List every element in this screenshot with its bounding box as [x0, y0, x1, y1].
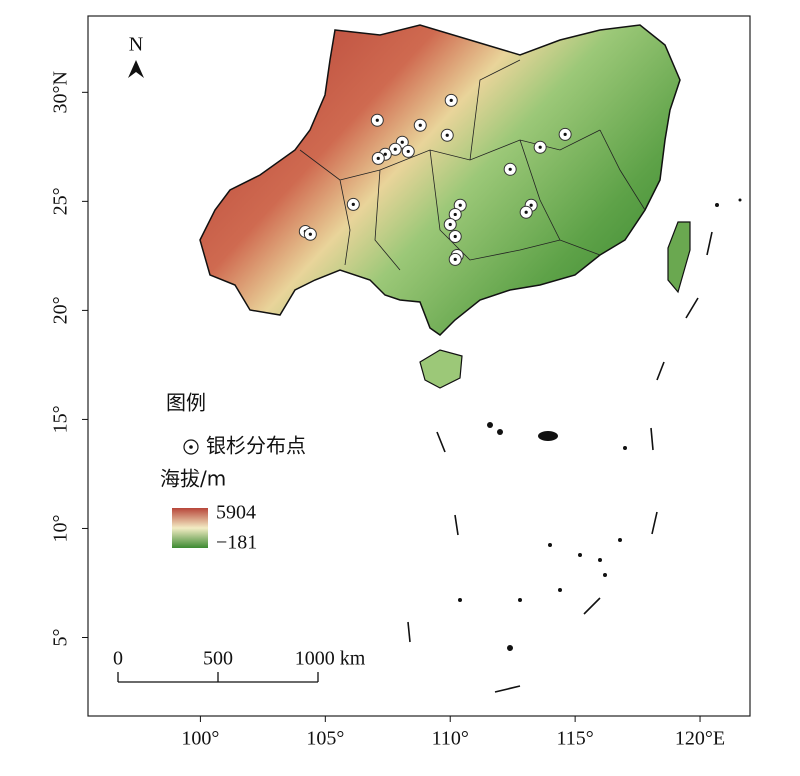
legend-point-label: 银杉分布点	[206, 434, 306, 458]
scale-bar	[117, 672, 319, 683]
x-tick-label: 115°	[556, 728, 593, 750]
x-tick-label: 120°E	[675, 728, 725, 750]
distribution-point-center	[445, 133, 449, 137]
distribution-point-center	[406, 149, 410, 154]
distribution-point-center	[449, 98, 453, 102]
distribution-point-center	[563, 132, 567, 137]
distribution-point-center	[376, 156, 380, 160]
point-layer	[298, 93, 572, 266]
distribution-point-center	[453, 257, 457, 261]
distribution-point-center	[508, 167, 512, 171]
distribution-point-center	[453, 212, 457, 217]
y-tick-label: 5°	[50, 628, 72, 646]
taiwan	[667, 221, 691, 294]
distribution-point-center	[458, 203, 462, 207]
distribution-point-center	[383, 152, 387, 156]
north-label: N	[129, 34, 143, 56]
y-tick-label: 30°N	[50, 71, 72, 113]
legend-title: 图例	[166, 391, 206, 415]
y-tick-label: 15°	[50, 405, 72, 433]
distribution-point-center	[448, 222, 452, 227]
legend-elevation-title: 海拔/m	[160, 467, 226, 491]
distribution-point-center	[375, 118, 379, 122]
x-tick-label: 100°	[181, 728, 219, 750]
scale-label: 500	[203, 648, 233, 670]
y-tick-label: 10°	[50, 514, 72, 542]
nine-dash-line	[407, 231, 713, 693]
distribution-point-center	[538, 145, 542, 149]
scale-label: 0	[113, 648, 123, 670]
legend-min: −181	[216, 532, 257, 554]
legend-gradient	[172, 508, 208, 548]
distribution-point-center	[524, 210, 528, 214]
province-borders	[299, 59, 646, 271]
mainland	[199, 24, 681, 336]
distribution-point-center	[393, 147, 397, 151]
distribution-point-center	[529, 203, 533, 207]
x-tick-label: 110°	[432, 728, 469, 750]
hainan	[419, 349, 463, 389]
y-tick-label: 20°	[50, 296, 72, 324]
islands	[458, 198, 742, 651]
distribution-point-center	[418, 123, 422, 127]
distribution-point-center	[400, 140, 404, 144]
legend-point-symbol	[183, 439, 199, 455]
y-tick-label: 25°	[50, 187, 72, 215]
distribution-point-center	[453, 234, 457, 239]
legend-max: 5904	[216, 502, 256, 524]
x-tick-label: 105°	[306, 728, 344, 750]
north-arrow: N	[128, 34, 144, 78]
distribution-point-center	[351, 202, 355, 207]
distribution-point-center	[308, 232, 312, 236]
scale-label: 1000 km	[295, 648, 366, 670]
